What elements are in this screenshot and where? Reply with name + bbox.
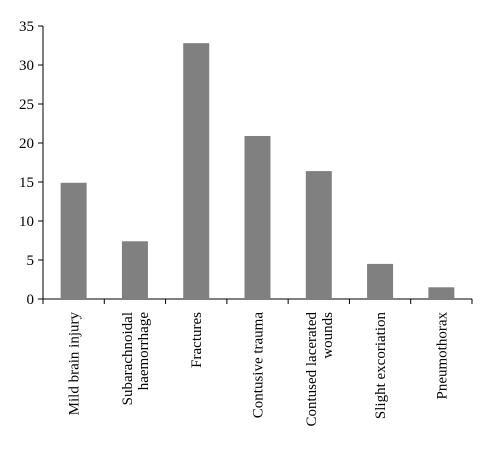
bar [183, 43, 210, 299]
y-axis: 0 5 10 15 20 25 30 35 [19, 19, 44, 308]
category-label-line: wounds [320, 312, 336, 359]
category-label-line: Pneumothorax [434, 312, 450, 400]
category-label: Contused lacerated wounds [304, 312, 336, 427]
y-tick-label: 10 [19, 214, 34, 230]
x-axis [42, 298, 473, 304]
category-label-line: Mild brain injury [67, 312, 83, 416]
category-label: Contusive trauma [251, 312, 267, 419]
category-label: Pneumothorax [434, 312, 450, 400]
category-label: Mild brain injury [67, 312, 83, 416]
y-tick-label: 0 [27, 292, 35, 308]
category-label: Slight excoriation [373, 312, 389, 420]
y-tick-label: 5 [27, 253, 35, 269]
category-label: Fractures [189, 312, 205, 368]
bar [428, 287, 455, 299]
bar [121, 241, 148, 299]
category-labels: Mild brain injury Subarachnoidal haemorrha… [67, 312, 451, 427]
category-label-line: Contused lacerated [304, 312, 320, 427]
category-label-line: Slight excoriation [373, 312, 389, 420]
y-tick-label: 30 [19, 58, 34, 74]
category-label-line: haemorrhage [136, 312, 152, 391]
y-tick-label: 20 [19, 136, 34, 152]
category-label: Subarachnoidal haemorrhage [120, 312, 152, 406]
bars [60, 43, 455, 299]
category-label-line: Fractures [189, 312, 205, 368]
bar [367, 263, 394, 299]
category-label-line: Subarachnoidal [120, 312, 136, 405]
bar [305, 171, 332, 299]
y-tick-label: 15 [19, 175, 34, 191]
y-tick-label: 35 [19, 19, 34, 35]
category-label-line: Contusive trauma [251, 312, 267, 419]
bar [244, 135, 271, 299]
bar [60, 182, 87, 299]
y-tick-label: 25 [19, 97, 34, 113]
